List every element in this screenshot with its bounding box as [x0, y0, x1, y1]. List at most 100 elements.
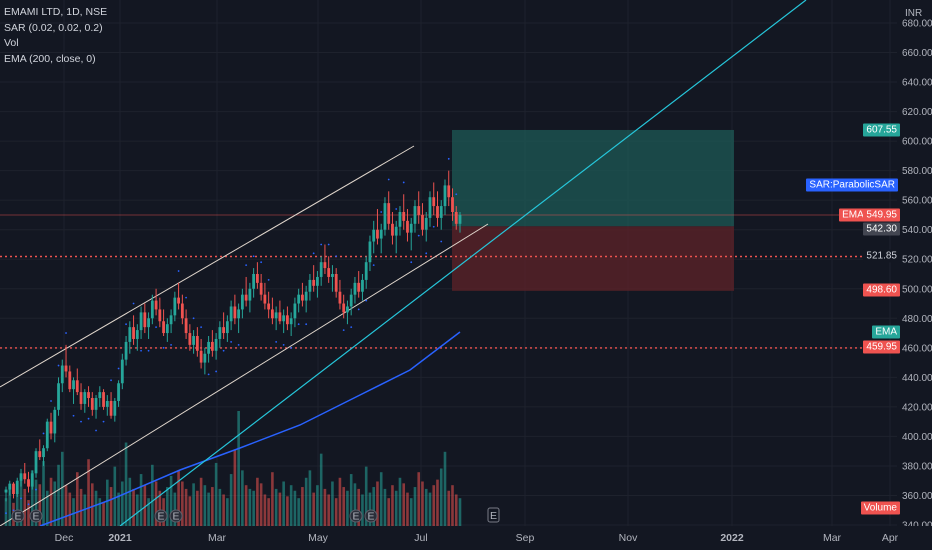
candle-body-64 [244, 294, 248, 301]
candle-body-103 [391, 223, 394, 236]
symbol-title[interactable]: EMAMI LTD, 1D, NSE [4, 6, 108, 18]
candle-body-59 [225, 321, 229, 334]
candle-body-44 [169, 315, 173, 325]
volume-bar-38 [147, 498, 150, 526]
candle-body-115 [436, 206, 439, 218]
volume-bar-54 [207, 492, 210, 526]
y-tick-label-2: 640.00 [902, 78, 932, 89]
volume-bar-112 [424, 488, 428, 526]
candle-body-110 [417, 206, 421, 215]
volume-bar-0 [4, 498, 8, 526]
candle-body-82 [312, 279, 316, 286]
candle-body-0 [4, 489, 8, 493]
volume-bar-109 [413, 487, 417, 526]
sar-dot-78 [297, 323, 300, 326]
candle-body-98 [372, 229, 376, 242]
volume-bar-96 [364, 466, 368, 526]
candle-body-117 [443, 185, 447, 207]
sar-indicator-label[interactable]: SAR (0.02, 0.02, 0.2) [4, 21, 103, 34]
candle-body-23 [90, 398, 94, 410]
candle-body-16 [64, 365, 68, 372]
volume-bar-101 [383, 488, 387, 526]
y-tick-label-7: 540.00 [902, 225, 932, 236]
candle-body-81 [308, 279, 312, 292]
volume-bar-1 [8, 487, 12, 526]
volume-bar-76 [289, 485, 293, 526]
candle-body-73 [278, 312, 282, 322]
volume-bar-113 [428, 492, 432, 526]
volume-bar-87 [331, 481, 334, 526]
candle-body-111 [421, 214, 424, 230]
candle-body-37 [143, 312, 147, 328]
x-tick-label-5: Sep [516, 532, 535, 544]
candle-body-38 [147, 318, 150, 328]
volume-bar-65 [248, 488, 252, 526]
y-tick-label-5: 580.00 [902, 166, 932, 177]
ema-indicator-label[interactable]: EMA (200, close, 0) [4, 52, 96, 65]
sar-dot-56 [215, 370, 218, 373]
candle-body-12 [49, 421, 53, 434]
candle-body-10 [42, 448, 45, 458]
volume-bar-119 [451, 485, 454, 526]
candle-body-58 [222, 327, 226, 334]
volume-bar-56 [214, 462, 218, 526]
sar-dot-60 [230, 341, 233, 343]
candle-body-42 [162, 321, 165, 334]
volume-indicator-label[interactable]: Vol [4, 37, 19, 49]
x-tick-label-1: 2021 [108, 532, 132, 544]
candle-body-90 [342, 303, 346, 313]
earnings-event-icon-4 [349, 509, 363, 523]
sar-dot-100 [380, 211, 383, 213]
sar-dot-34 [132, 302, 135, 305]
volume-bar-22 [87, 459, 90, 526]
earnings-event-icon-2 [154, 509, 168, 523]
candle-body-74 [282, 315, 286, 322]
volume-bar-45 [173, 492, 177, 526]
volume-bar-62 [237, 411, 240, 526]
sar-dot-14 [57, 364, 60, 367]
candle-body-85 [323, 262, 327, 269]
volume-bar-40 [154, 481, 158, 526]
volume-bar-83 [316, 485, 319, 526]
level-price-tag-2: 459.95 [863, 340, 900, 354]
candle-body-102 [387, 203, 391, 224]
candle-body-60 [229, 306, 233, 322]
y-tick-label-0: 680.00 [902, 19, 932, 30]
channel-upper-line [0, 145, 415, 388]
sar-dot-24 [95, 429, 97, 432]
volume-bar-30 [117, 492, 120, 526]
candle-body-95 [361, 279, 364, 292]
sar-dot-62 [237, 343, 240, 346]
sar-dot-58 [222, 349, 225, 352]
candle-body-27 [105, 400, 109, 407]
candle-body-97 [368, 241, 372, 263]
candle-body-30 [117, 383, 120, 401]
volume-bar-53 [203, 485, 207, 526]
candle-body-32 [124, 341, 128, 360]
sar-dot-72 [275, 341, 278, 343]
earnings-event-icon-0 [11, 509, 25, 523]
sar-dot-38 [147, 349, 150, 352]
candle-body-2 [12, 483, 15, 494]
volume-bar-110 [417, 472, 421, 526]
volume-bar-75 [286, 496, 289, 526]
candle-body-41 [158, 309, 162, 322]
candle-body-89 [338, 291, 342, 304]
candle-body-20 [79, 392, 83, 404]
candle-body-119 [451, 197, 454, 212]
candle-body-8 [34, 451, 38, 474]
volume-bar-94 [357, 488, 360, 526]
sar-dot-48 [185, 296, 187, 299]
ema-name-tag: EMA [872, 325, 900, 339]
sar-dot-114 [432, 225, 435, 228]
volume-bar-90 [342, 487, 345, 526]
y-tick-label-4: 600.00 [902, 137, 932, 148]
sar-dot-102 [387, 178, 390, 181]
volume-bar-72 [274, 488, 278, 526]
earnings-event-icon-3 [169, 509, 183, 523]
candle-body-104 [394, 226, 398, 236]
sar-dot-12 [50, 400, 52, 402]
sar-dot-52 [200, 326, 203, 329]
candle-body-33 [128, 327, 132, 342]
